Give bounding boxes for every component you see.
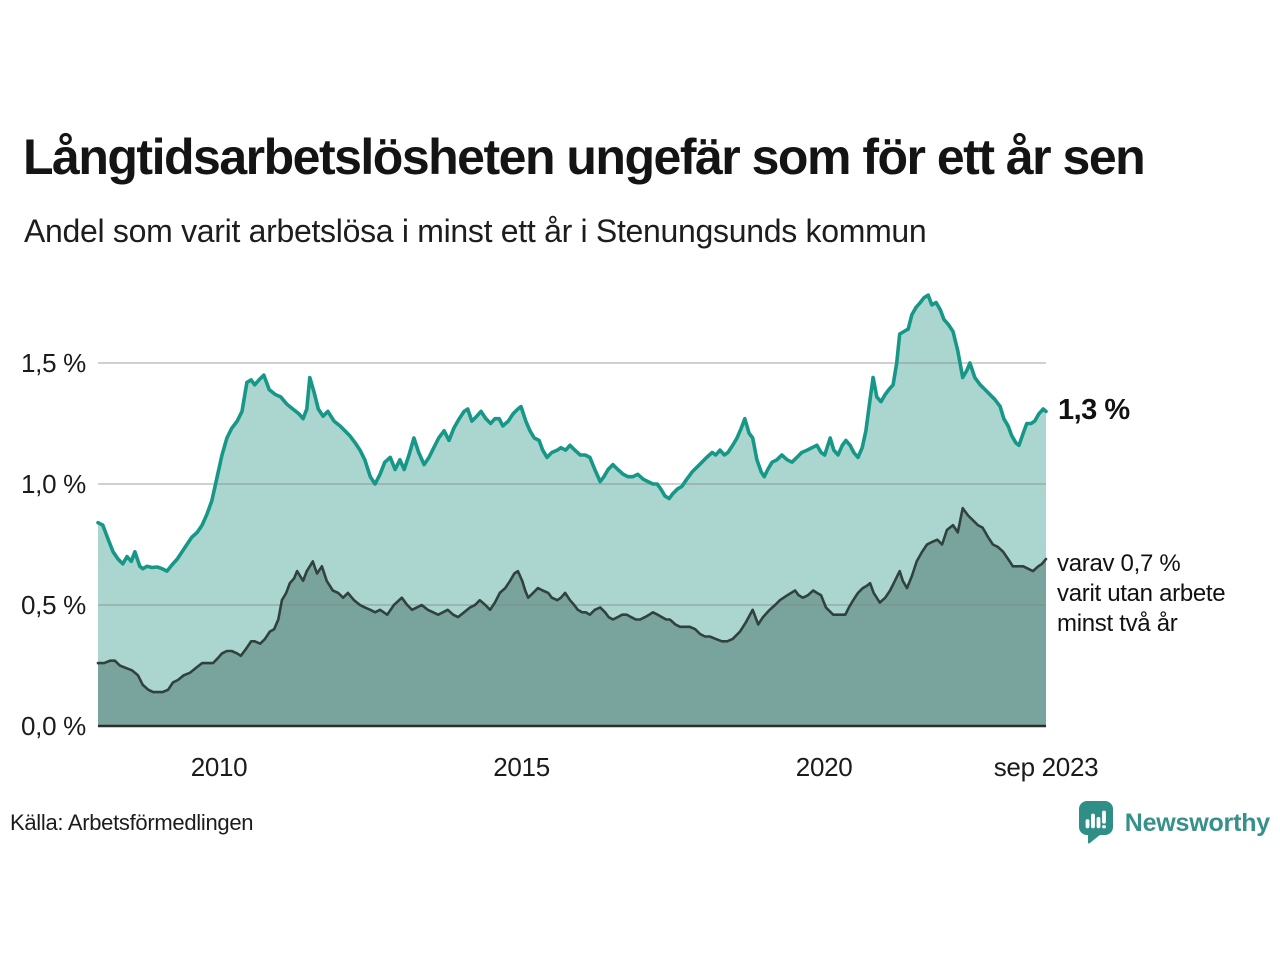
source-credit: Källa: Arbetsförmedlingen: [10, 810, 254, 835]
x-tick-label: 2015: [493, 752, 550, 782]
page-title: Långtidsarbetslösheten ungefär som för e…: [23, 129, 1146, 185]
series2-line: [96, 506, 1048, 694]
secondary-annotation-line: varav 0,7 %: [1057, 550, 1181, 577]
secondary-annotation: varav 0,7 % varit utan arbete minst två år: [1057, 549, 1226, 639]
newsworthy-logo: Newsworthy: [1076, 799, 1270, 847]
y-tick-label: 1,5 %: [21, 348, 86, 378]
secondary-annotation-line: varit utan arbete: [1057, 580, 1226, 607]
secondary-annotation-line: minst två år: [1057, 610, 1178, 637]
y-tick-label: 0,5 %: [21, 590, 86, 620]
series1-line: [96, 293, 1048, 573]
series2-area: [98, 508, 1046, 726]
brand-name: Newsworthy: [1124, 808, 1270, 837]
y-tick-label: 0,0 %: [21, 711, 86, 741]
bar-chart-speech-bubble-icon: [1076, 798, 1116, 849]
y-tick-label: 1,0 %: [21, 469, 86, 499]
x-tick-label: sep 2023: [993, 752, 1099, 782]
latest-value-label: 1,3 %: [1058, 394, 1130, 426]
page-subtitle: Andel som varit arbetslösa i minst ett å…: [24, 213, 927, 249]
x-tick-label: 2010: [190, 752, 248, 782]
x-tick-label: 2020: [795, 752, 853, 782]
